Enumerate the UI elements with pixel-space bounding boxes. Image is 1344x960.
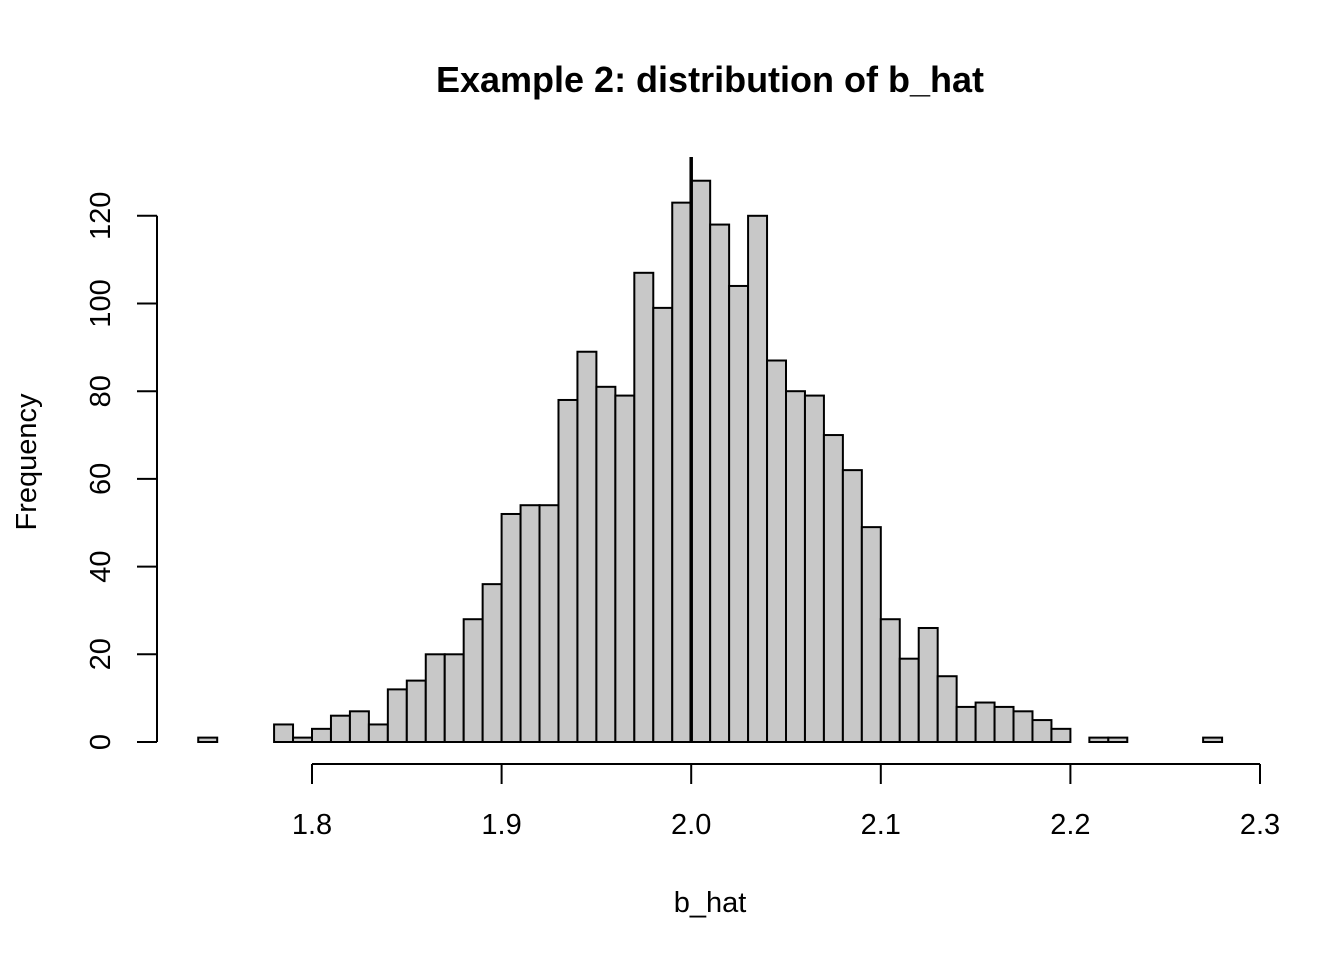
x-axis-label: b_hat	[674, 887, 747, 919]
histogram-bar	[803, 394, 825, 743]
histogram-bar	[633, 271, 655, 743]
y-axis: 0 20 40 60 80 100 120	[85, 192, 158, 750]
histogram-bar	[993, 705, 1015, 743]
histogram-bar	[709, 223, 731, 743]
histogram-bar	[367, 723, 389, 744]
histogram-bar	[728, 284, 750, 743]
histogram-bar	[348, 710, 370, 743]
histogram-bar	[1012, 710, 1034, 743]
histogram-bar	[879, 618, 901, 743]
histogram-bar	[917, 626, 939, 743]
histogram-bar	[690, 179, 712, 744]
x-axis: 1.8 1.9 2.0 2.1 2.2 2.3	[292, 763, 1280, 841]
histogram-bar	[443, 653, 465, 743]
histogram-bar	[386, 688, 408, 744]
y-axis-label: Frequency	[11, 393, 43, 531]
x-tick-label: 1.8	[292, 809, 332, 841]
histogram-bar	[898, 657, 920, 743]
histogram-bar	[1031, 719, 1053, 744]
histogram-bar	[614, 394, 636, 743]
y-tick-label: 80	[85, 375, 117, 407]
histogram-bar	[273, 723, 295, 744]
bars-group	[197, 179, 1224, 744]
histogram-bar	[462, 618, 484, 743]
histogram-bar	[1088, 736, 1110, 743]
y-tick-label: 120	[85, 192, 117, 240]
x-tick-label: 2.1	[861, 809, 901, 841]
y-tick-label: 0	[85, 734, 117, 750]
histogram-bar	[841, 469, 863, 743]
histogram-bar	[500, 512, 522, 743]
histogram-bar	[292, 736, 314, 743]
histogram-bar	[652, 306, 674, 743]
histogram-bar	[329, 714, 351, 744]
y-tick-label: 20	[85, 638, 117, 670]
histogram-bar	[197, 736, 219, 743]
histogram-bar	[747, 214, 769, 744]
histogram-bar	[1107, 736, 1129, 743]
histogram-bar	[595, 385, 617, 743]
histogram-bar	[936, 675, 958, 743]
histogram-bar	[424, 653, 446, 743]
y-tick-label: 40	[85, 550, 117, 582]
y-tick-label: 60	[85, 463, 117, 495]
chart-title: Example 2: distribution of b_hat	[436, 59, 984, 100]
x-tick-label: 2.3	[1240, 809, 1280, 841]
y-tick-label: 100	[85, 279, 117, 327]
x-tick-label: 2.2	[1050, 809, 1090, 841]
histogram-bar	[860, 526, 882, 744]
histogram-bar	[405, 679, 427, 743]
histogram-bar	[557, 398, 579, 743]
histogram-bar	[538, 504, 560, 743]
histogram-bar	[519, 504, 541, 743]
histogram-bar	[1202, 736, 1224, 743]
histogram-bar	[955, 705, 977, 743]
histogram-bar	[311, 727, 332, 743]
histogram-bar	[766, 359, 787, 743]
x-tick-label: 2.0	[671, 809, 711, 841]
histogram-bar	[822, 434, 844, 743]
histogram-bar	[785, 390, 806, 743]
histogram-bar	[576, 350, 598, 743]
histogram-bar	[974, 701, 996, 743]
histogram-bar	[1050, 727, 1072, 743]
histogram-bar	[671, 201, 693, 743]
x-tick-label: 1.9	[481, 809, 521, 841]
histogram-bar	[481, 583, 503, 744]
